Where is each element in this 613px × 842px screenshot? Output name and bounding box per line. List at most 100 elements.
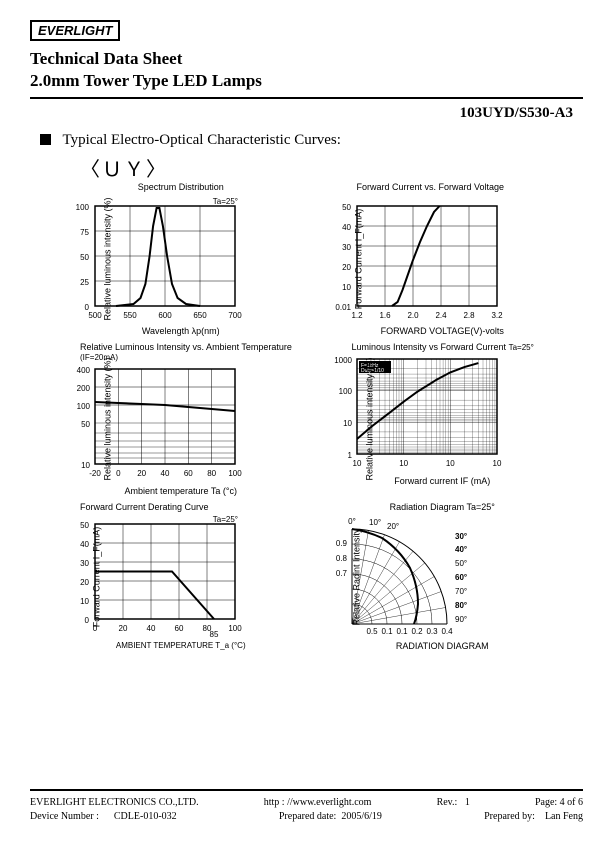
svg-text:75: 75: [80, 228, 89, 237]
x-axis-label: Forward current IF (mA): [322, 476, 564, 486]
chart-title-text: Luminous Intensity vs Forward Current: [352, 342, 507, 352]
y-axis-label: Forward Current I_F(mA): [353, 209, 363, 310]
svg-text:650: 650: [193, 311, 207, 320]
y-axis-label: Relative luminous intensity (%): [103, 357, 113, 480]
y-axis-label: Relative luminous intensity (%): [364, 357, 374, 480]
svg-text:80: 80: [207, 469, 216, 478]
svg-text:100: 100: [338, 387, 352, 396]
header-rule: [30, 97, 583, 99]
footer-rev: 1: [465, 797, 470, 808]
logo-text: EVERLIGHT: [38, 23, 112, 38]
x-axis-label: FORWARD VOLTAGE(V)-volts: [322, 326, 564, 336]
x-axis-label: Ambient temperature Ta (°c): [60, 486, 302, 496]
svg-text:500: 500: [88, 311, 102, 320]
chart-title: Forward Current vs. Forward Voltage: [322, 182, 564, 192]
x-axis-label: Wavelength λp(nm): [60, 326, 302, 336]
svg-text:400: 400: [77, 366, 91, 375]
svg-text:60: 60: [175, 624, 184, 633]
footer-device: CDLE-010-032: [114, 811, 177, 822]
litemp-svg: 400 200 100 50 10 -20 0 20 40 60 80 100: [60, 364, 250, 484]
bullet-square-icon: [40, 134, 51, 145]
svg-text:200: 200: [77, 384, 91, 393]
x-axis-label: RADIATION DIAGRAM: [322, 641, 564, 651]
svg-text:0.2: 0.2: [411, 627, 423, 636]
footer-date: 2005/6/19: [341, 811, 382, 822]
y-axis-label: Relative Radint Intensity: [351, 528, 361, 625]
title-line-1: Technical Data Sheet: [30, 49, 583, 69]
footer-by: Lan Feng: [545, 811, 583, 822]
svg-text:0: 0: [85, 616, 90, 625]
svg-text:0.7: 0.7: [335, 569, 347, 578]
derating-svg: Ta=25° 50 40 30 20 10 0 0 20 40: [60, 514, 250, 639]
svg-text:0°: 0°: [348, 517, 356, 526]
footer: EVERLIGHT ELECTRONICS CO.,LTD. http : //…: [30, 789, 583, 822]
svg-text:100: 100: [77, 402, 91, 411]
svg-text:20: 20: [80, 578, 89, 587]
chart-li-temp: Relative Luminous Intensity vs. Ambient …: [60, 342, 302, 496]
charts-grid: Spectrum Distribution Relative luminous …: [30, 182, 583, 651]
svg-text:50: 50: [342, 203, 351, 212]
svg-text:2.0: 2.0: [407, 311, 419, 320]
footer-device-label: Device Number :: [30, 811, 99, 822]
tick-85: 85: [210, 630, 219, 639]
chart-radiation: Radiation Diagram Ta=25° Relative Radint…: [322, 502, 564, 651]
svg-text:30°: 30°: [455, 532, 467, 541]
chart-li-current: Luminous Intensity vs Forward Current Ta…: [322, 342, 564, 496]
svg-text:1.6: 1.6: [379, 311, 391, 320]
svg-text:40: 40: [342, 223, 351, 232]
svg-text:40: 40: [147, 624, 156, 633]
iv-svg: 50 40 30 20 10 0.01 1.2 1.6 2.0 2.4 2.8 …: [322, 194, 512, 324]
logo: EVERLIGHT: [30, 20, 120, 41]
svg-text:2.8: 2.8: [463, 311, 475, 320]
svg-text:0.01: 0.01: [335, 303, 351, 312]
svg-text:10: 10: [352, 459, 361, 468]
svg-text:10: 10: [445, 459, 454, 468]
spectrum-svg: Ta=25° 100 75 50 25 0 500 550 600 650 70…: [60, 194, 250, 324]
footer-row-1: EVERLIGHT ELECTRONICS CO.,LTD. http : //…: [30, 797, 583, 808]
svg-text:0.4: 0.4: [441, 627, 453, 636]
svg-text:20: 20: [119, 624, 128, 633]
section-title: Typical Electro-Optical Characteristic C…: [40, 132, 583, 149]
svg-text:20: 20: [137, 469, 146, 478]
footer-by-label: Prepared by:: [484, 811, 535, 822]
svg-text:50: 50: [80, 521, 89, 530]
svg-text:90°: 90°: [455, 615, 467, 624]
svg-text:40: 40: [161, 469, 170, 478]
svg-text:1000: 1000: [334, 356, 352, 365]
x-axis-label: AMBIENT TEMPERATURE T_a (°C): [60, 641, 302, 650]
chart-iv: Forward Current vs. Forward Voltage Forw…: [322, 182, 564, 336]
section-title-text: Typical Electro-Optical Characteristic C…: [62, 132, 340, 148]
chart-title: Radiation Diagram Ta=25°: [322, 502, 564, 512]
chart-title: Relative Luminous Intensity vs. Ambient …: [60, 342, 302, 362]
svg-text:0.1: 0.1: [396, 627, 408, 636]
part-number: 103UYD/S530-A3: [30, 105, 583, 122]
chart-derating: Forward Current Derating Curve Forward C…: [60, 502, 302, 651]
svg-text:0.1: 0.1: [381, 627, 393, 636]
svg-text:0.8: 0.8: [335, 554, 347, 563]
chart-title-text: Forward Current Derating Curve: [80, 502, 209, 512]
svg-text:50°: 50°: [455, 559, 467, 568]
svg-text:0: 0: [116, 469, 121, 478]
ta-label: Ta=25°: [467, 502, 495, 512]
svg-text:2.4: 2.4: [435, 311, 447, 320]
footer-rule: [30, 789, 583, 791]
footer-row-2: Device Number : CDLE-010-032 Prepared da…: [30, 811, 583, 822]
footer-rev-label: Rev.:: [437, 797, 458, 808]
footer-url: http : //www.everlight.com: [264, 797, 372, 808]
svg-text:40: 40: [80, 540, 89, 549]
chart-title: Spectrum Distribution: [60, 182, 302, 192]
svg-text:0.3: 0.3: [426, 627, 438, 636]
svg-text:40°: 40°: [455, 545, 467, 554]
footer-company: EVERLIGHT ELECTRONICS CO.,LTD.: [30, 797, 199, 808]
ta-label: Ta=25°: [213, 515, 238, 524]
svg-text:0.9: 0.9: [335, 539, 347, 548]
svg-text:100: 100: [228, 469, 242, 478]
svg-text:10: 10: [342, 283, 351, 292]
svg-text:70°: 70°: [455, 587, 467, 596]
svg-text:100: 100: [228, 624, 242, 633]
ta-label: Ta=25°: [509, 343, 534, 352]
svg-text:20°: 20°: [387, 522, 399, 531]
svg-text:60: 60: [184, 469, 193, 478]
svg-text:3.2: 3.2: [491, 311, 503, 320]
svg-text:1.2: 1.2: [351, 311, 363, 320]
